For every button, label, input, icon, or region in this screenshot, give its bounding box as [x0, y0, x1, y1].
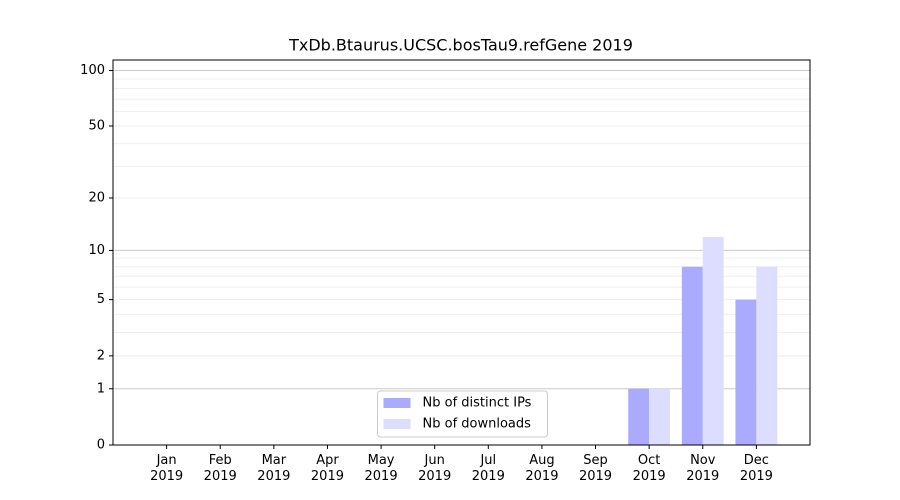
bar [756, 266, 778, 445]
y-tick-label: 100 [80, 63, 105, 78]
y-tick-label: 2 [97, 348, 105, 363]
x-tick-label: Apr 2019 [310, 453, 344, 484]
legend-label: Nb of downloads [423, 417, 532, 432]
bar [649, 388, 671, 445]
y-tick-label: 50 [88, 118, 105, 133]
x-tick-label: Oct 2019 [632, 453, 666, 484]
x-tick-label: Sep 2019 [578, 453, 613, 484]
y-tick-label: 20 [88, 190, 105, 205]
bar [735, 299, 757, 445]
y-tick-label: 0 [97, 438, 105, 453]
x-tick-label: May 2019 [364, 453, 398, 484]
y-tick-label: 1 [97, 381, 105, 396]
legend-swatch [383, 419, 411, 429]
y-tick-label: 10 [88, 243, 105, 258]
bar [681, 266, 703, 445]
x-tick-label: Jan 2019 [150, 453, 184, 484]
legend-box [377, 390, 548, 438]
plot-frame [112, 59, 811, 446]
x-tick-label: Jun 2019 [418, 453, 452, 484]
chart-title: TxDb.Btaurus.UCSC.bosTau9.refGene 2019 [288, 36, 633, 55]
bar [702, 236, 724, 445]
x-tick-label: Feb 2019 [203, 453, 237, 484]
x-tick-label: Nov 2019 [686, 453, 720, 484]
x-tick-label: Aug 2019 [525, 453, 559, 484]
legend-swatch [383, 398, 411, 408]
bar [628, 388, 650, 445]
legend-label: Nb of distinct IPs [423, 396, 532, 411]
x-tick-label: Dec 2019 [739, 453, 773, 484]
y-tick-label: 5 [97, 292, 105, 307]
x-tick-label: Jul 2019 [471, 453, 505, 484]
x-tick-label: Mar 2019 [257, 453, 291, 484]
